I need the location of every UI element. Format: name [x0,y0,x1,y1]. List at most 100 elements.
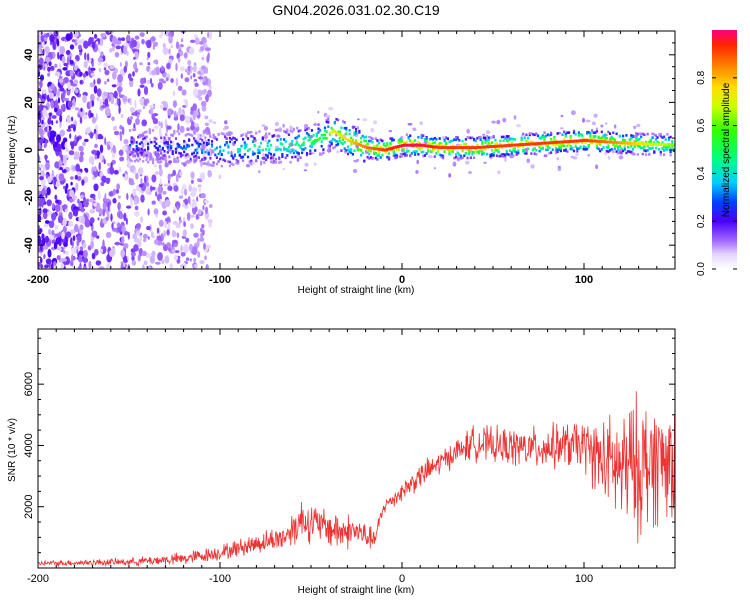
heatmap-cell [294,136,297,140]
heatmap-cell [461,156,464,160]
heatmap-cell [540,143,543,147]
heatmap-cell [74,134,77,143]
heatmap-cell [461,139,464,143]
heatmap-cell [541,135,544,139]
heatmap-cell [443,138,446,142]
y-tick-label: 6000 [23,372,35,396]
heatmap-cell [578,139,581,143]
heatmap-cell [605,146,608,149]
heatmap-cell [66,116,72,124]
heatmap-cell [455,146,459,150]
heatmap-cell [40,74,44,81]
heatmap-cell [459,154,463,158]
heatmap-cell [348,132,351,136]
heatmap-cell [402,149,405,152]
heatmap-cell [530,132,533,135]
heatmap-cell [368,146,371,150]
heatmap-cell [479,145,483,149]
heatmap-cell [38,214,42,222]
heatmap-cell [468,152,471,156]
heatmap-cell [130,136,133,139]
heatmap-cell [346,152,350,156]
heatmap-cell [242,155,245,159]
heatmap-cell [397,148,400,151]
heatmap-cell [543,138,546,141]
heatmap-cell [415,150,418,153]
heatmap-cell [47,72,51,77]
heatmap-cell [109,166,112,172]
heatmap-cell [60,141,67,150]
heatmap-cell [160,104,164,110]
heatmap-cell [120,113,124,119]
heatmap-cell [401,143,404,147]
heatmap-cell [543,140,546,143]
heatmap-cell [536,134,540,138]
heatmap-cell [564,135,567,138]
heatmap-cell [242,137,245,141]
heatmap-cell [170,31,174,38]
heatmap-cell [638,145,641,149]
heatmap-cell [362,144,365,148]
heatmap-cell [197,108,200,114]
heatmap-cell [340,126,343,130]
heatmap-cell [201,133,206,138]
heatmap-cell [569,134,572,138]
heatmap-cell [433,148,436,151]
heatmap-cell [147,51,151,59]
heatmap-cell [118,149,124,156]
heatmap-cell [507,153,510,156]
heatmap-cell [613,144,616,148]
heatmap-cell [200,227,203,233]
heatmap-cell [371,137,374,140]
heatmap-cell [38,207,42,216]
heatmap-cell [157,252,163,261]
heatmap-cell [565,140,568,144]
heatmap-cell [77,266,82,269]
heatmap-cell [643,133,646,137]
heatmap-cell [546,148,549,151]
heatmap-cell [400,154,404,158]
heatmap-cell [160,152,163,155]
heatmap-cell [447,146,450,150]
heatmap-cell [133,128,137,131]
heatmap-cell [431,145,435,149]
heatmap-cell [265,148,268,151]
heatmap-cell [169,186,173,191]
heatmap-cell [82,242,87,249]
heatmap-cell [487,138,490,142]
heatmap-cell [164,255,170,264]
heatmap-cell [197,76,204,80]
heatmap-cell [340,134,343,138]
heatmap-cell [155,59,159,65]
heatmap-cell [62,97,69,102]
heatmap-cell [667,136,671,140]
heatmap-cell [473,137,476,141]
heatmap-cell [217,152,220,156]
heatmap-cell [659,143,662,146]
heatmap-cell [425,152,428,155]
heatmap-cell [554,147,558,150]
heatmap-cell [168,155,171,159]
heatmap-cell [607,150,610,153]
heatmap-cell [525,152,528,155]
heatmap-cell [513,150,517,153]
heatmap-cell [319,129,322,132]
heatmap-cell [568,142,571,146]
heatmap-cell [387,152,390,155]
heatmap-cell [476,136,479,140]
heatmap-cell [73,156,77,160]
heatmap-cell [139,234,143,242]
heatmap-cell [523,151,526,155]
heatmap-cell [659,150,662,154]
heatmap-cell [61,204,68,210]
heatmap-cell [190,124,195,131]
heatmap-cell [118,105,121,114]
heatmap-cell [589,136,592,139]
y-tick-label: -40 [23,237,35,253]
heatmap-cell [512,149,515,153]
heatmap-cell [664,145,667,148]
heatmap-cell [204,122,209,127]
heatmap-cell [305,132,309,135]
heatmap-cell [368,139,371,143]
